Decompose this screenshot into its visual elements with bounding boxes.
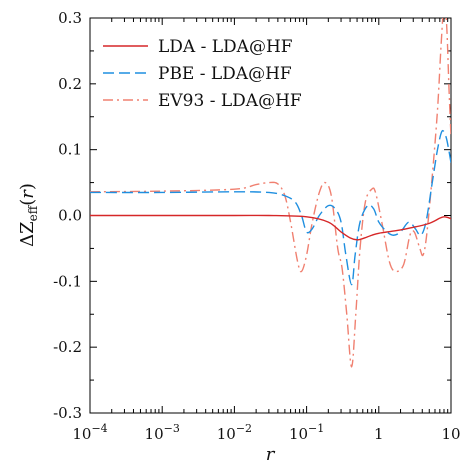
x-tick-label: 10−4 bbox=[72, 422, 107, 443]
series-line-lda bbox=[90, 214, 451, 241]
y-tick-label: 0.0 bbox=[58, 207, 82, 225]
x-tick-label: 10−1 bbox=[289, 422, 324, 443]
legend-label-lda: LDA - LDA@HF bbox=[158, 37, 293, 57]
legend-label-pbe: PBE - LDA@HF bbox=[158, 64, 292, 84]
legend-label-ev93: EV93 - LDA@HF bbox=[158, 91, 302, 111]
x-tick-label: 10−3 bbox=[145, 422, 180, 443]
y-tick-label: 0.1 bbox=[58, 141, 82, 159]
legend-background bbox=[96, 25, 348, 117]
y-tick-label: -0.1 bbox=[53, 272, 82, 290]
series-layer bbox=[90, 18, 451, 368]
series-line-pbe bbox=[90, 129, 451, 286]
x-tick-label: 10 bbox=[441, 425, 460, 443]
y-tick-label: -0.2 bbox=[53, 338, 82, 356]
x-axis-title: r bbox=[266, 444, 276, 463]
y-axis-title: ΔZeff(r) bbox=[17, 183, 40, 247]
tick-labels: -0.3 -0.2 -0.1 0.0 0.1 0.2 0.3 10−4 10−3 10−2 10−1… bbox=[53, 9, 460, 443]
y-tick-label: -0.3 bbox=[53, 404, 82, 422]
x-tick-label: 10−2 bbox=[217, 422, 252, 443]
legend: LDA - LDA@HF PBE - LDA@HF EV93 - LDA@HF bbox=[96, 25, 348, 117]
y-tick-label: 0.2 bbox=[58, 75, 82, 93]
y-tick-label: 0.3 bbox=[58, 9, 82, 27]
y-axis-label: ΔZeff(r) bbox=[17, 183, 40, 247]
x-tick-label: 1 bbox=[374, 425, 384, 443]
x-axis-label: r bbox=[266, 444, 276, 463]
